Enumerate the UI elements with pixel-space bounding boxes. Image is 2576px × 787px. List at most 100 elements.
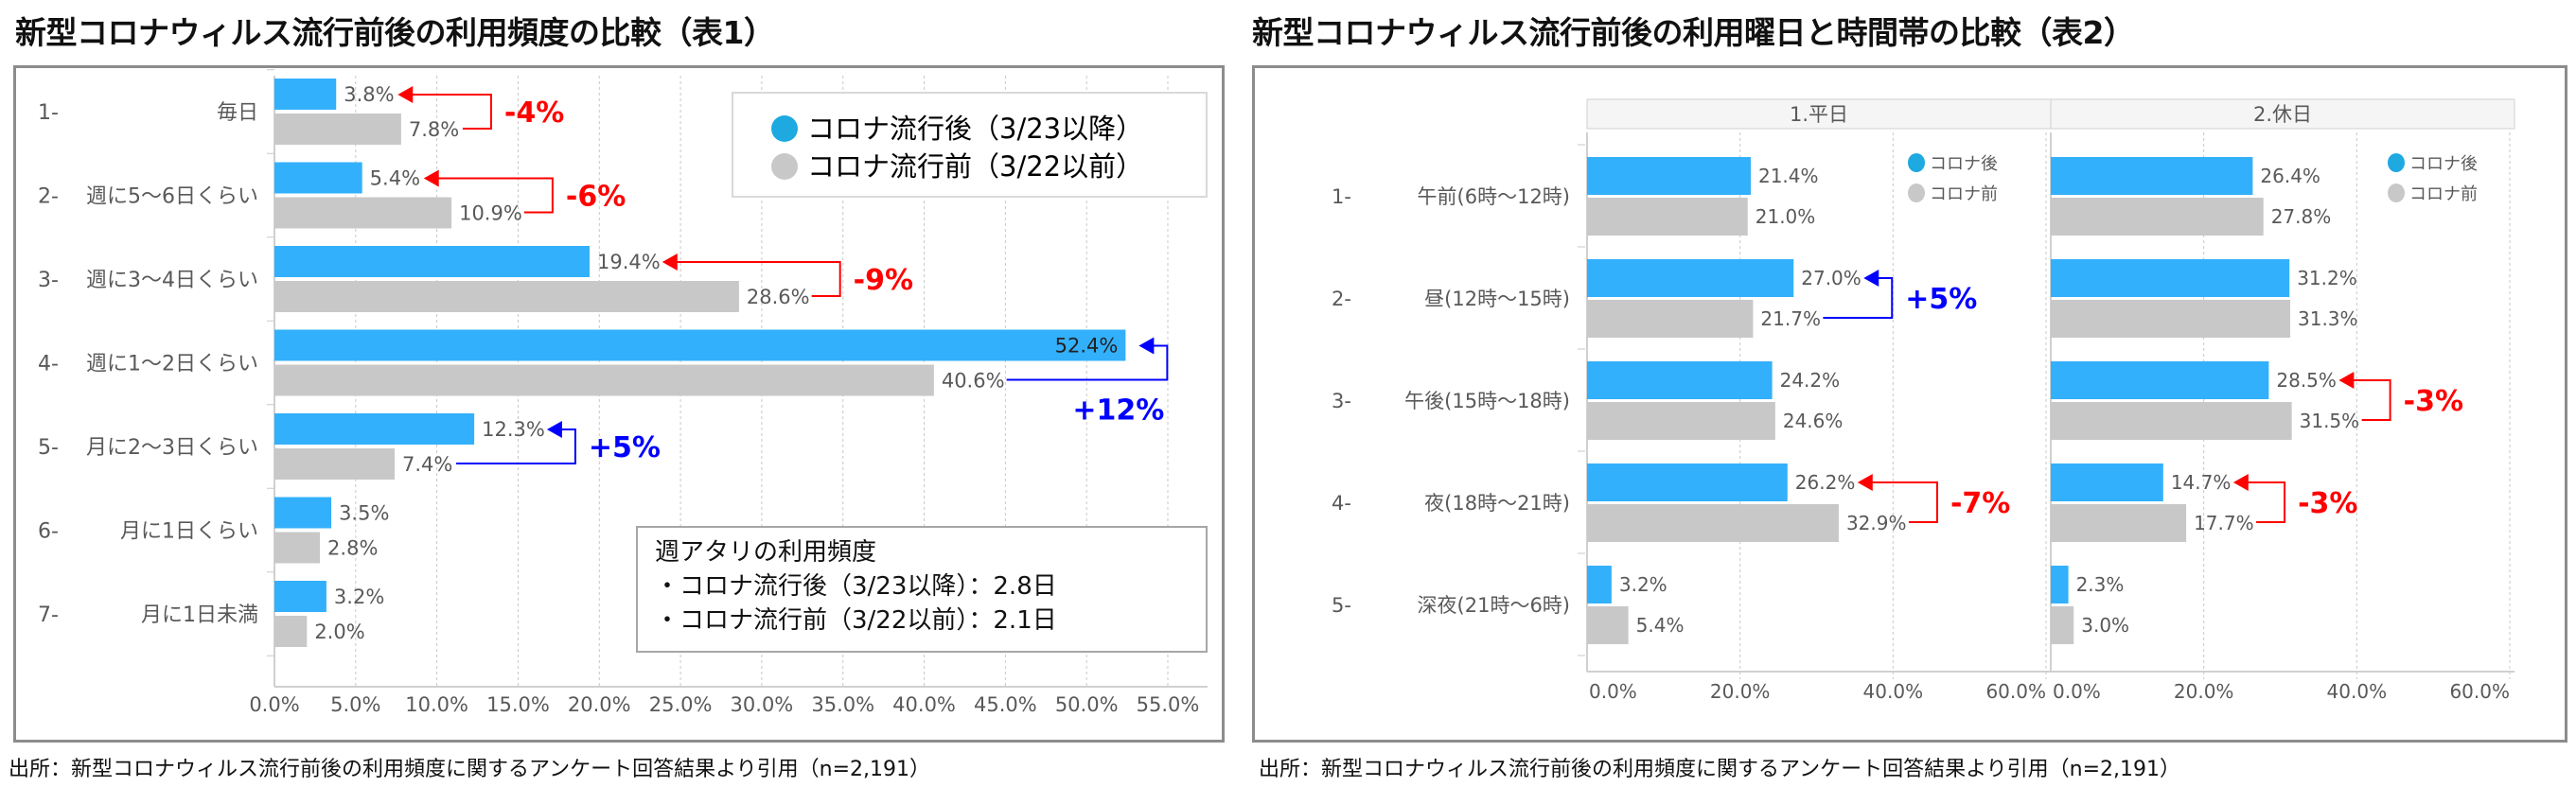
annotation-bracket bbox=[675, 261, 841, 297]
bar-before bbox=[2051, 606, 2074, 644]
annotation-arrow-icon bbox=[662, 254, 678, 271]
annotation-bracket bbox=[436, 177, 554, 214]
x-tick-label: 5.0% bbox=[330, 693, 380, 716]
bar-before bbox=[274, 532, 321, 564]
annotation-bracket bbox=[2352, 379, 2391, 421]
data-label-after: 2.3% bbox=[2076, 573, 2125, 596]
legend-label: コロナ後 bbox=[2409, 154, 2478, 174]
category-label: 月に2〜3日くらい bbox=[86, 436, 258, 460]
x-tick-label: 35.0% bbox=[811, 693, 874, 716]
annotation-arrow-icon bbox=[1138, 337, 1155, 355]
category-number: 4- bbox=[1332, 492, 1351, 515]
data-label-after: 27.0% bbox=[1801, 267, 1861, 289]
bar-before bbox=[1587, 300, 1754, 338]
info-line-after: ・コロナ流行後（3/23以降）：2.8日 bbox=[655, 572, 1057, 601]
bar-before bbox=[1587, 198, 1748, 236]
legend-label: コロナ後 bbox=[1930, 154, 1998, 174]
data-label-after: 26.4% bbox=[2260, 165, 2320, 187]
panel-header bbox=[1586, 98, 2052, 130]
legend-swatch-before bbox=[771, 153, 798, 180]
x-tick-label: 20.0% bbox=[2174, 680, 2234, 703]
annotation-arrow-icon bbox=[1863, 270, 1879, 287]
category-label: 月に1日未満 bbox=[141, 603, 258, 627]
data-label-after: 3.8% bbox=[344, 83, 394, 106]
data-label-after: 31.2% bbox=[2297, 267, 2357, 289]
x-tick-label: 10.0% bbox=[405, 693, 468, 716]
data-label-before: 2.0% bbox=[314, 621, 364, 643]
data-label-before: 17.7% bbox=[2194, 512, 2254, 534]
x-tick-label: 20.0% bbox=[568, 693, 631, 716]
legend-swatch bbox=[2388, 184, 2405, 202]
data-label-before: 10.9% bbox=[459, 202, 522, 225]
bar-before bbox=[274, 448, 396, 480]
x-tick-label: 20.0% bbox=[1710, 680, 1771, 703]
data-label-after: 3.2% bbox=[334, 586, 384, 608]
chart1-footnote: 出所：新型コロナウィルス流行前後の利用頻度に関するアンケート回答結果より引用（n… bbox=[9, 758, 931, 781]
bar-after bbox=[1587, 259, 1794, 297]
bar-before bbox=[2051, 300, 2291, 338]
annotation-bracket bbox=[456, 428, 576, 464]
bar-after bbox=[2051, 361, 2269, 399]
annotation-arrow-icon bbox=[423, 169, 439, 187]
bar-after bbox=[274, 581, 326, 612]
bar-before bbox=[2051, 504, 2187, 542]
data-label-after: 12.3% bbox=[482, 418, 545, 441]
chart2-frame bbox=[1252, 65, 2567, 743]
category-label: 昼(12時〜15時) bbox=[1424, 288, 1570, 310]
bar-before bbox=[274, 364, 934, 396]
bar-after bbox=[1587, 463, 1788, 501]
annotation-arrow-icon bbox=[2232, 474, 2249, 491]
category-label: 深夜(21時〜6時) bbox=[1418, 594, 1570, 617]
panel-title: 1.平日 bbox=[1790, 103, 1848, 126]
x-tick-label: 40.0% bbox=[892, 693, 956, 716]
annotation-bracket bbox=[1870, 481, 1938, 523]
annotation-bracket bbox=[1823, 277, 1894, 319]
annotation-label: -3% bbox=[2404, 385, 2463, 418]
x-tick-label: 30.0% bbox=[731, 693, 794, 716]
annotation-label: -7% bbox=[1950, 487, 2010, 520]
x-tick-label: 50.0% bbox=[1055, 693, 1119, 716]
panel-title: 2.休日 bbox=[2253, 103, 2312, 126]
bar-after bbox=[274, 413, 475, 445]
data-label-before: 3.0% bbox=[2081, 614, 2129, 637]
bar-after bbox=[274, 329, 1126, 361]
category-label: 月に1日くらい bbox=[120, 520, 258, 544]
data-label-before: 32.9% bbox=[1846, 512, 1907, 534]
annotation-label: -4% bbox=[504, 96, 564, 130]
category-number: 7- bbox=[38, 603, 59, 627]
category-number: 6- bbox=[38, 520, 59, 544]
data-label-before: 31.5% bbox=[2300, 410, 2360, 432]
bar-before bbox=[2051, 402, 2292, 440]
category-number: 2- bbox=[1332, 288, 1351, 310]
annotation-bracket bbox=[1006, 344, 1169, 381]
data-label-before: 27.8% bbox=[2271, 205, 2332, 228]
x-tick-label: 25.0% bbox=[649, 693, 713, 716]
bar-before bbox=[274, 616, 308, 647]
annotation-label: +5% bbox=[589, 431, 661, 464]
panel-header bbox=[2050, 98, 2515, 130]
bar-after bbox=[274, 497, 332, 529]
bar-after bbox=[1587, 157, 1751, 195]
legend-label-after: コロナ流行後（3/23以降） bbox=[807, 113, 1144, 145]
annotation-label: +12% bbox=[1072, 394, 1164, 428]
info-title: 週アタリの利用頻度 bbox=[655, 538, 877, 567]
bar-after bbox=[274, 162, 362, 194]
bar-before bbox=[274, 197, 452, 229]
data-label-after: 19.4% bbox=[597, 251, 661, 273]
legend-swatch bbox=[1908, 184, 1925, 202]
annotation-bracket bbox=[411, 94, 492, 130]
data-label-before: 28.6% bbox=[747, 286, 810, 308]
data-label-after: 5.4% bbox=[370, 167, 420, 190]
legend-label: コロナ前 bbox=[1930, 184, 1998, 204]
category-label: 週に5〜6日くらい bbox=[86, 185, 258, 209]
x-tick-label: 60.0% bbox=[1985, 680, 2046, 703]
x-tick-label: 0.0% bbox=[2053, 680, 2101, 703]
legend-label-before: コロナ流行前（3/22以前） bbox=[807, 150, 1144, 183]
annotation-bracket bbox=[2246, 481, 2286, 523]
annotation-label: -6% bbox=[566, 181, 626, 214]
x-tick-label: 40.0% bbox=[1863, 680, 1924, 703]
bar-before bbox=[2051, 198, 2264, 236]
chart2-footnote: 出所：新型コロナウィルス流行前後の利用頻度に関するアンケート回答結果より引用（n… bbox=[1259, 758, 2181, 781]
data-label-after: 21.4% bbox=[1758, 165, 1819, 187]
